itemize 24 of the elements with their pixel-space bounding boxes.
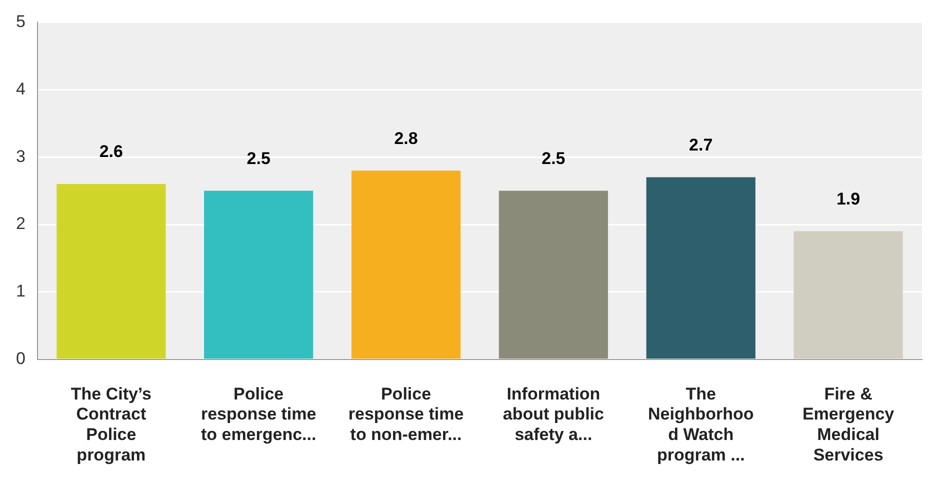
y-tick-label: 0 (16, 349, 26, 368)
x-tick-label: Fire & Emergency Medical Services (802, 384, 895, 464)
bar (794, 231, 903, 359)
data-label: 2.5 (542, 148, 566, 168)
bar (56, 184, 166, 359)
x-tick-label: The City’s Contract Police program (70, 384, 152, 464)
bar (204, 190, 314, 359)
data-label: 2.6 (99, 142, 123, 162)
y-tick-label: 1 (16, 282, 26, 301)
x-tick-label: The Neighborhood Watch program ... (648, 384, 754, 464)
y-tick-label: 3 (16, 146, 26, 166)
y-tick-label: 2 (16, 214, 26, 234)
x-tick-label: Information about public safety a... (502, 384, 604, 444)
y-tick-label: 5 (16, 12, 26, 31)
data-label: 2.5 (246, 148, 270, 168)
data-label: 1.9 (836, 189, 860, 208)
x-tick-label: Police response time to emergenc... (200, 384, 316, 444)
y-tick-label: 4 (16, 79, 26, 98)
bar (498, 190, 608, 359)
x-tick-label: Police response time to non-emer... (348, 384, 464, 444)
bar (351, 170, 461, 359)
data-label: 2.8 (394, 128, 418, 148)
bar (646, 177, 756, 359)
data-label: 2.7 (689, 136, 713, 154)
